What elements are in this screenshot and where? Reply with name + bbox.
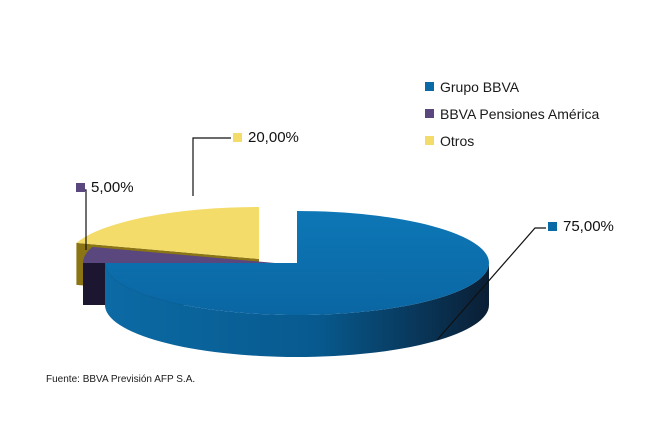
legend-swatch-otros bbox=[425, 136, 434, 145]
pie-slice-grupo-bbva bbox=[105, 211, 489, 357]
legend-label-otros: Otros bbox=[440, 132, 475, 149]
legend-swatch-bbva-pensiones-america bbox=[425, 109, 434, 118]
legend-item-grupo-bbva: Grupo BBVA bbox=[425, 78, 599, 95]
data-label-text-bbva-pensiones-america: 5,00% bbox=[91, 179, 134, 196]
data-label-grupo-bbva: 75,00% bbox=[548, 218, 614, 235]
data-label-bbva-pensiones-america: 5,00% bbox=[76, 179, 134, 196]
legend-label-grupo-bbva: Grupo BBVA bbox=[440, 78, 520, 95]
data-label-swatch-bbva-pensiones-america bbox=[76, 183, 85, 192]
pie-slice-side-grupo-bbva bbox=[105, 263, 489, 357]
leader-grupo-bbva bbox=[436, 227, 546, 341]
pie-slice-top-grupo-bbva bbox=[105, 211, 489, 315]
pie-slice-top-bbva-pensiones-america bbox=[83, 246, 275, 263]
data-label-swatch-grupo-bbva bbox=[548, 222, 557, 231]
legend-swatch-grupo-bbva bbox=[425, 82, 434, 91]
data-label-swatch-otros bbox=[233, 133, 242, 142]
legend-item-bbva-pensiones-america: BBVA Pensiones América bbox=[425, 105, 599, 122]
legend-label-bbva-pensiones-america: BBVA Pensiones América bbox=[440, 105, 600, 122]
data-label-text-otros: 20,00% bbox=[248, 129, 299, 146]
pie-slice-top-otros bbox=[76, 207, 259, 259]
data-label-text-grupo-bbva: 75,00% bbox=[563, 218, 614, 235]
source-note: Fuente: BBVA Previsión AFP S.A. bbox=[46, 374, 196, 385]
data-label-otros: 20,00% bbox=[233, 129, 299, 146]
leader-otros bbox=[192, 137, 231, 196]
legend: Grupo BBVA BBVA Pensiones América Otros bbox=[425, 78, 599, 159]
legend-item-otros: Otros bbox=[425, 132, 599, 149]
